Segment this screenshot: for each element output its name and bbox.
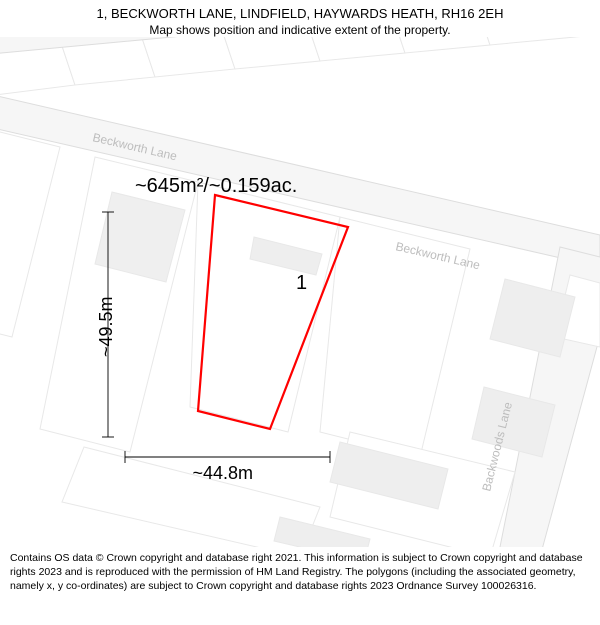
- header-subtitle: Map shows position and indicative extent…: [0, 23, 600, 37]
- dim-height-label: ~49.5m: [96, 296, 117, 357]
- footer-copyright: Contains OS data © Crown copyright and d…: [0, 547, 600, 600]
- map: Beckworth LaneBeckworth LaneBackwoods La…: [0, 37, 600, 547]
- plot-number: 1: [296, 272, 307, 295]
- area-label: ~645m²/~0.159ac.: [135, 175, 297, 198]
- header-title: 1, BECKWORTH LANE, LINDFIELD, HAYWARDS H…: [0, 6, 600, 21]
- dim-width-label: ~44.8m: [193, 463, 254, 484]
- header: 1, BECKWORTH LANE, LINDFIELD, HAYWARDS H…: [0, 0, 600, 37]
